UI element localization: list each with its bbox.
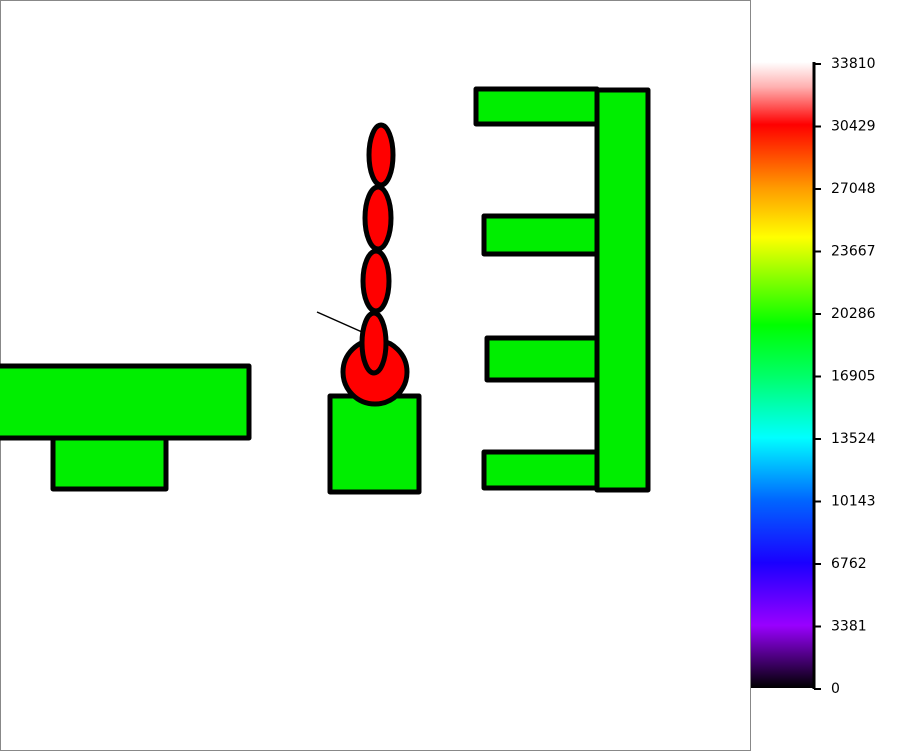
part [327, 393, 422, 495]
model [0, 86, 651, 495]
part [481, 449, 600, 491]
part [360, 248, 392, 314]
colorbar-tick-label: 33810 [831, 56, 876, 72]
colorbar [751, 62, 813, 688]
part [594, 87, 651, 493]
colorbar-tick-label: 13524 [831, 431, 876, 447]
part [362, 184, 394, 252]
colorbar-tick-label: 30429 [831, 119, 876, 135]
colorbar-tick-label: 6762 [831, 556, 867, 572]
colorbar-tick-label: 16905 [831, 369, 876, 385]
part [366, 122, 396, 188]
part [0, 363, 252, 441]
part [359, 310, 389, 376]
colorbar-tick-label: 20286 [831, 306, 876, 322]
part [484, 335, 600, 383]
colorbar-tick-label: 27048 [831, 181, 876, 197]
part [50, 435, 169, 492]
colorbar-tick-label: 0 [831, 681, 840, 697]
pointer [316, 311, 363, 333]
part [481, 213, 600, 257]
colorbar-tick-label: 23667 [831, 244, 876, 260]
part [473, 86, 600, 127]
colorbar-tick-label: 10143 [831, 494, 876, 510]
colorbar-tick-label: 3381 [831, 619, 867, 635]
